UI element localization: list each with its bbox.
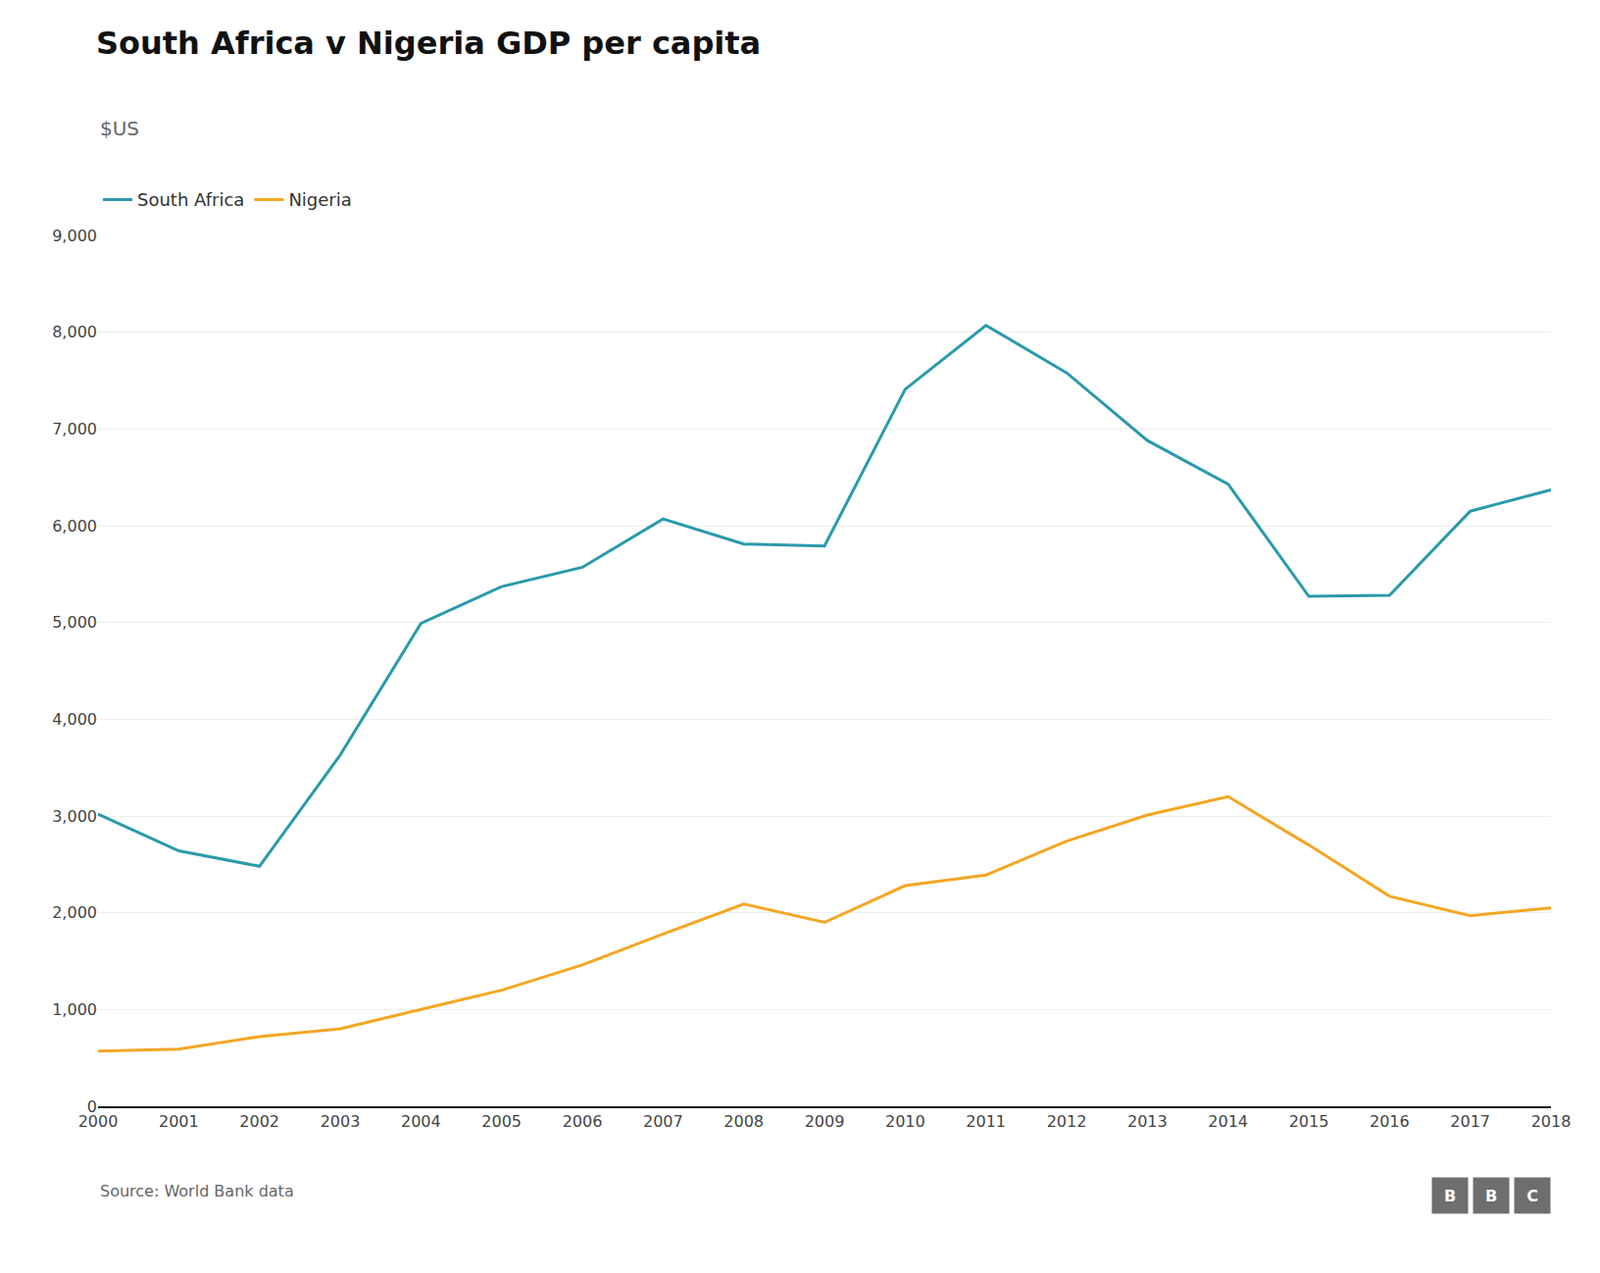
svg-text:2005: 2005 xyxy=(481,1111,522,1131)
svg-text:2006: 2006 xyxy=(562,1111,603,1131)
svg-text:2000: 2000 xyxy=(78,1111,119,1131)
svg-text:2017: 2017 xyxy=(1450,1111,1491,1131)
svg-text:2,000: 2,000 xyxy=(51,902,98,922)
svg-text:2012: 2012 xyxy=(1047,1111,1088,1131)
svg-text:2002: 2002 xyxy=(239,1111,280,1131)
svg-text:2013: 2013 xyxy=(1127,1111,1168,1131)
svg-text:C: C xyxy=(1526,1186,1539,1205)
svg-text:2010: 2010 xyxy=(885,1111,926,1131)
svg-text:2016: 2016 xyxy=(1369,1111,1410,1131)
svg-text:2007: 2007 xyxy=(643,1111,684,1131)
svg-text:B: B xyxy=(1485,1186,1498,1205)
svg-text:2018: 2018 xyxy=(1531,1111,1572,1131)
svg-text:Source: World Bank data: Source: World Bank data xyxy=(100,1181,295,1200)
svg-text:$US: $US xyxy=(100,116,140,141)
svg-text:9,000: 9,000 xyxy=(51,226,98,246)
svg-text:0: 0 xyxy=(87,1097,98,1116)
svg-text:B: B xyxy=(1444,1186,1456,1205)
svg-text:Nigeria: Nigeria xyxy=(288,189,351,210)
svg-text:3,000: 3,000 xyxy=(51,806,98,826)
svg-text:2001: 2001 xyxy=(158,1111,200,1131)
svg-text:South Africa v Nigeria GDP per: South Africa v Nigeria GDP per capita xyxy=(96,24,761,62)
svg-text:South Africa: South Africa xyxy=(137,189,245,210)
svg-text:2014: 2014 xyxy=(1207,1111,1249,1131)
svg-text:6,000: 6,000 xyxy=(51,516,98,536)
svg-text:2008: 2008 xyxy=(723,1111,764,1131)
svg-text:4,000: 4,000 xyxy=(51,709,98,729)
svg-text:2015: 2015 xyxy=(1289,1111,1330,1131)
svg-text:5,000: 5,000 xyxy=(51,612,98,632)
svg-text:2004: 2004 xyxy=(400,1111,442,1131)
svg-text:2009: 2009 xyxy=(804,1111,846,1131)
svg-text:1,000: 1,000 xyxy=(51,1000,98,1019)
svg-text:2003: 2003 xyxy=(320,1111,361,1131)
svg-text:8,000: 8,000 xyxy=(51,322,98,342)
svg-text:2011: 2011 xyxy=(965,1111,1006,1131)
svg-text:7,000: 7,000 xyxy=(51,419,98,439)
